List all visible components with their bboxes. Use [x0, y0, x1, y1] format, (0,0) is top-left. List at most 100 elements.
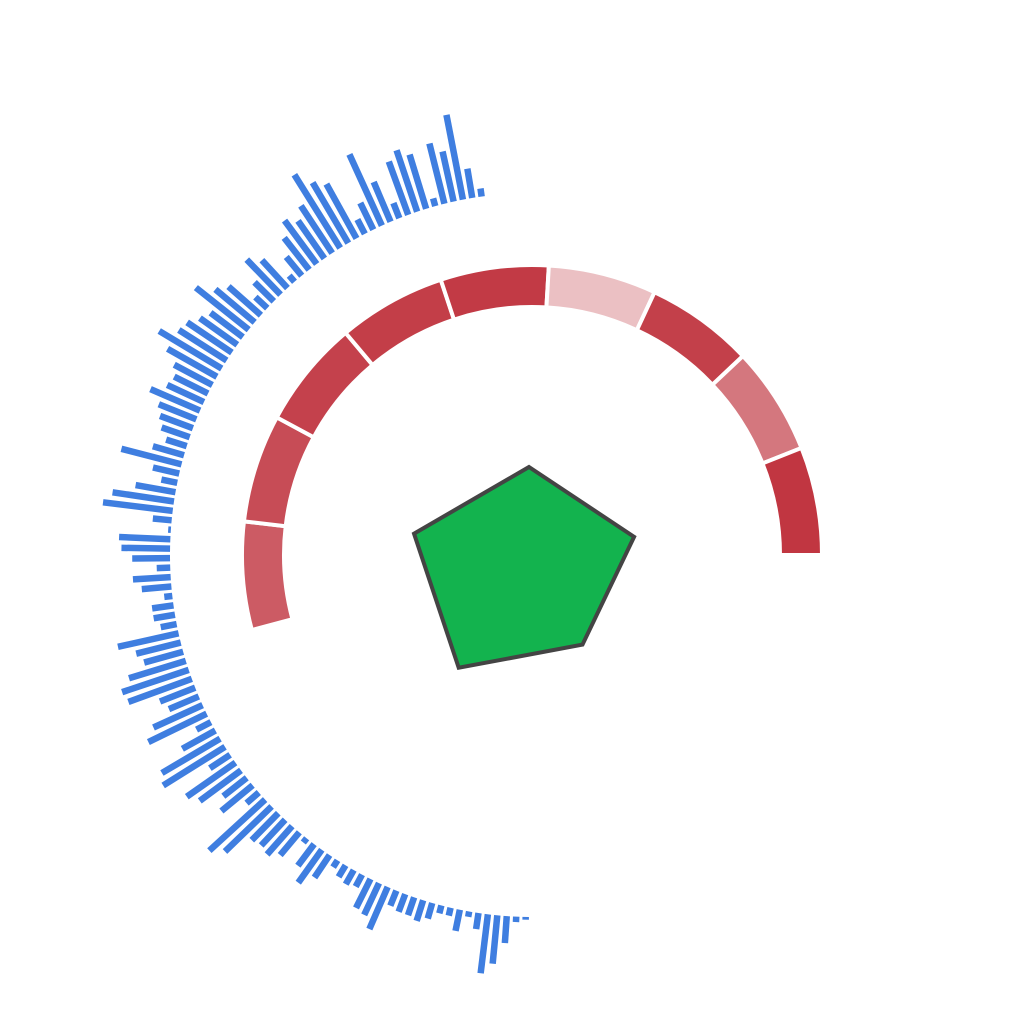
outer-bar — [295, 842, 317, 868]
outer-bar — [489, 915, 501, 965]
outer-bar — [286, 273, 297, 284]
outer-bar — [258, 817, 288, 848]
outer-bar — [311, 853, 333, 880]
outer-bar — [153, 611, 176, 622]
outer-bar — [357, 201, 377, 232]
outer-bar — [118, 533, 171, 543]
outer-bar — [141, 583, 172, 593]
outer-bar — [277, 830, 302, 858]
outer-bar — [323, 182, 360, 240]
outer-bar — [149, 386, 202, 414]
outer-bar — [291, 173, 343, 250]
outer-bar — [198, 315, 240, 348]
outer-bar — [135, 639, 182, 657]
outer-bar — [167, 693, 201, 713]
outer-bar — [158, 412, 195, 432]
outer-bar — [172, 373, 210, 397]
outer-bar — [330, 858, 341, 869]
outer-bar — [404, 896, 418, 917]
outer-bar — [120, 445, 183, 468]
outer-bar — [464, 168, 476, 199]
outer-bar — [354, 218, 368, 236]
outer-bar — [477, 188, 485, 197]
outer-bar — [152, 464, 181, 477]
outer-bar — [121, 666, 190, 696]
radar-polygon-layer — [411, 464, 637, 671]
outer-bar — [160, 476, 178, 487]
outer-bar — [207, 797, 268, 854]
outer-bar — [295, 847, 325, 885]
outer-bar — [226, 284, 264, 318]
outer-bar — [161, 744, 227, 789]
outer-bar — [342, 868, 357, 886]
outer-bar — [249, 810, 281, 843]
outer-bar — [132, 573, 171, 583]
outer-bar — [151, 443, 185, 459]
outer-bar — [443, 114, 467, 201]
outer-bar — [477, 913, 492, 974]
outer-bar — [361, 881, 382, 917]
outer-bar — [219, 782, 255, 814]
outer-bar — [160, 424, 191, 441]
outer-bar — [151, 602, 174, 612]
outer-bar — [501, 915, 510, 944]
outer-bar — [264, 823, 295, 857]
outer-bar — [165, 345, 219, 380]
outer-bar — [406, 153, 430, 210]
outer-bar — [295, 219, 328, 261]
outer-bar — [165, 436, 188, 450]
outer-bar — [221, 775, 249, 799]
outer-bar — [370, 180, 394, 224]
outer-bar — [160, 735, 222, 776]
outer-bar — [439, 150, 457, 203]
outer-bar — [135, 481, 177, 496]
outer-bar — [424, 902, 436, 920]
outer-bar — [157, 328, 224, 372]
ring-segment — [544, 263, 658, 333]
outer-bar — [193, 285, 251, 333]
ring-segment — [240, 519, 295, 633]
outer-bar — [385, 160, 412, 216]
outer-bar — [445, 906, 454, 917]
outer-bar — [172, 361, 214, 388]
outer-bar — [366, 885, 391, 931]
outer-bar — [146, 710, 209, 746]
radar-polygon — [411, 464, 637, 671]
outer-bar — [352, 873, 365, 889]
outer-bar — [158, 684, 197, 705]
outer-bar — [121, 544, 171, 552]
outer-bar — [452, 909, 464, 932]
outer-bar — [117, 630, 180, 650]
outer-bar — [436, 904, 445, 915]
outer-bar — [244, 790, 261, 806]
outer-bar — [177, 327, 229, 364]
outer-bar — [309, 180, 352, 245]
outer-bar — [157, 401, 198, 423]
outer-bar — [252, 280, 277, 304]
outer-bar — [253, 294, 270, 311]
outer-bar — [281, 218, 320, 266]
outer-bar — [429, 197, 439, 208]
outer-bar — [283, 254, 305, 278]
ring-segment — [759, 445, 825, 557]
outer-bar — [259, 258, 290, 291]
outer-bar — [300, 836, 310, 845]
outer-bar — [213, 286, 257, 325]
outer-bar — [208, 752, 232, 771]
outer-bar — [426, 142, 448, 205]
outer-bar — [152, 702, 204, 731]
outer-bar-series — [102, 114, 529, 974]
outer-bar — [472, 912, 482, 930]
ring-segment — [709, 353, 805, 467]
outer-bar — [353, 877, 374, 910]
outer-bar — [298, 204, 335, 255]
outer-bar — [143, 648, 185, 666]
outer-bar — [195, 719, 213, 733]
outer-bar — [112, 489, 175, 505]
outer-bar — [395, 892, 409, 913]
outer-bar — [390, 201, 403, 220]
outer-bar — [180, 727, 217, 752]
outer-bar — [346, 152, 385, 227]
outer-bar — [413, 899, 427, 922]
